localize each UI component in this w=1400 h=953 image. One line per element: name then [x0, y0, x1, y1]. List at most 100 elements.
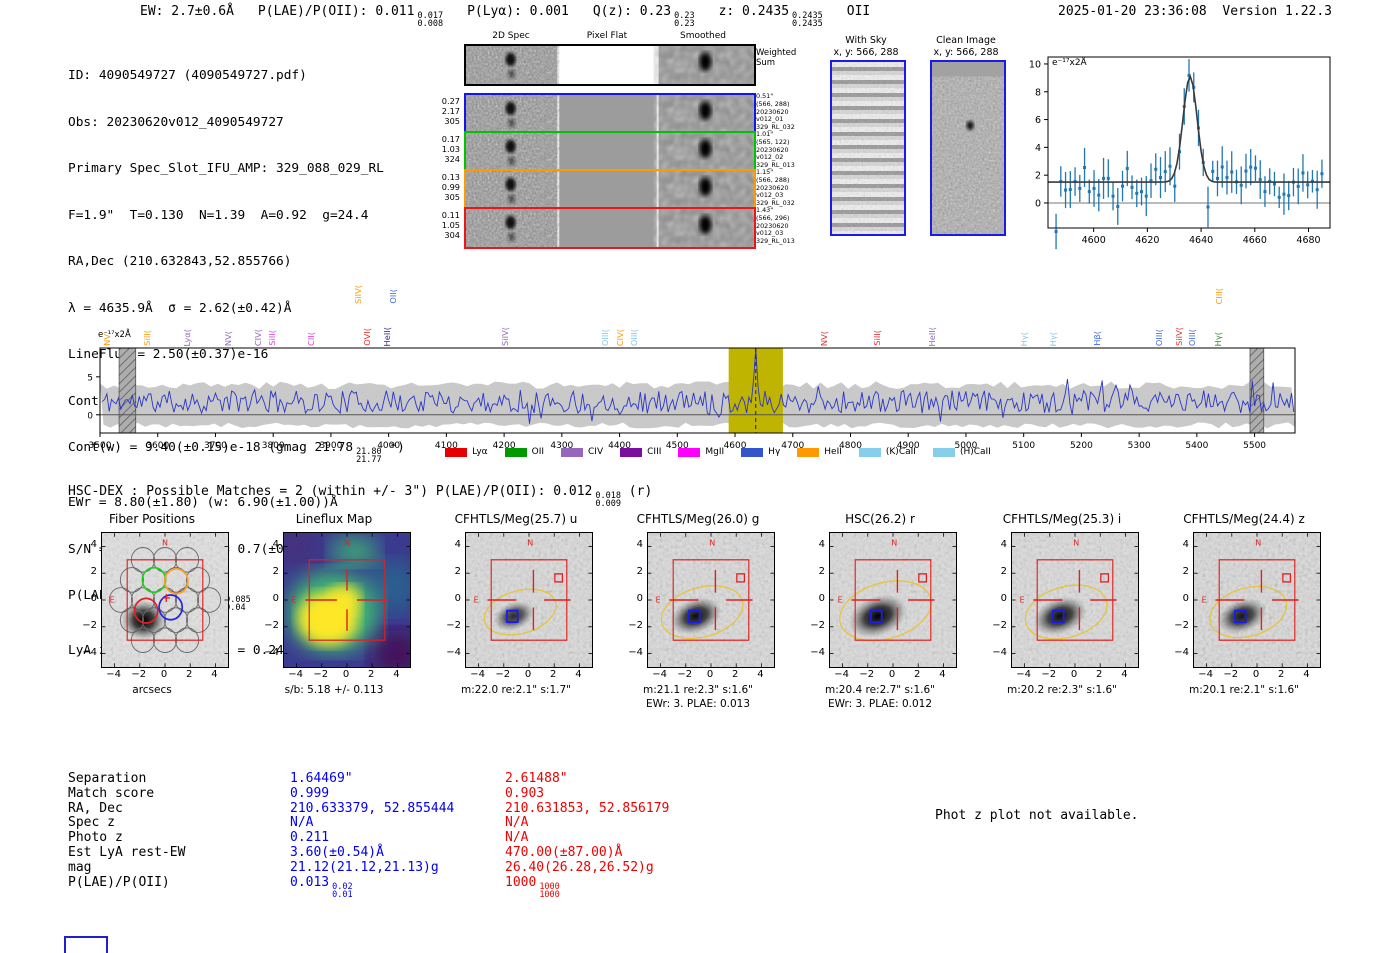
svg-text:N: N [344, 539, 350, 548]
photz-note: Phot z plot not available. [935, 808, 1139, 823]
legend-label: CIII [647, 447, 662, 457]
cutout-r-band: HSC(26.2) r NE m:20.4 re:2.7" s:1.6" EWr… [805, 512, 957, 716]
ew-value: EW: 2.7±0.6Å [140, 4, 234, 19]
legend-label: (H)CaII [959, 447, 991, 457]
x-axis-tick-label: 2 [550, 669, 557, 680]
spectrum-legend: Lyα OII CIV CIII MgII Hγ HeII (K)CaII (H)CaII [88, 447, 1348, 457]
x-axis-tick-label: −4 [834, 669, 849, 680]
gmag-sub: 21.77 [356, 455, 382, 465]
with-sky-title: With Sky x, y: 566, 288 [833, 35, 899, 58]
match1-value: N/A [290, 815, 314, 831]
x-axis-tick-label: 3800 [262, 441, 285, 451]
fiber-row-weights: 0.17 1.03 324 [441, 134, 460, 164]
qz-text: Q(z): 0.23 [592, 4, 672, 19]
x-axis-tick-label: 4900 [897, 441, 920, 451]
match1-value: 0.013 0.02 0.01 [290, 874, 505, 900]
match2-value: 470.00(±87.00)Å [505, 844, 623, 860]
r-band-image: NE [830, 533, 956, 667]
x-axis-tick-label: −2 [131, 669, 147, 680]
x-axis-tick-label: −4 [106, 669, 121, 680]
spectral-line-label: SiIV( [353, 285, 364, 304]
x-axis-tick-label: 4400 [608, 441, 631, 451]
match-table: Separation 1.64469" 2.61488" Match score 0.… [68, 771, 669, 900]
x-axis-tick-label: 4 [1121, 669, 1128, 680]
info-line: Obs: 20230620v012_4090549727 [68, 114, 284, 130]
hsc-dex-text: HSC-DEX : Possible Matches = 2 (within +… [68, 484, 593, 499]
x-axis-tick-label: 3600 [146, 441, 169, 451]
cutout-title: CFHTLS/Meg(25.3) i [1002, 512, 1122, 526]
hsc-dex-uncertainty: 0.018 0.009 [595, 491, 621, 509]
legend-label: HeII [824, 447, 842, 457]
classification-label: OII [846, 4, 871, 19]
y-axis-tick-label: 0 [1000, 593, 1007, 604]
x-axis-tick-label: 4 [393, 669, 400, 680]
svg-text:E: E [1020, 595, 1025, 604]
report-timestamp: 2025-01-20 23:36:08 Version 1.22.3 [1058, 4, 1332, 19]
x-axis-tick-label: 4620 [1135, 235, 1159, 246]
match1-plae-uncertainty: 0.02 0.01 [332, 881, 353, 900]
svg-text:E: E [1202, 595, 1207, 604]
y-axis-tick-label: 2 [636, 566, 643, 578]
match1-value: 3.60(±0.54)Å [290, 844, 384, 860]
info-line: LineFlux = 2.50(±0.37)e-16 [68, 347, 269, 362]
y-axis-tick-label: 2 [272, 566, 279, 578]
y-axis-tick-label: 2 [1182, 566, 1189, 578]
hsc-dex-sup: 0.018 [595, 491, 621, 501]
info-line: EWr = 8.80(±1.80) (w: 6.90(±1.00))Å [68, 495, 338, 510]
cutout-title: CFHTLS/Meg(24.4) z [1183, 512, 1305, 526]
corner-artifact-box [64, 936, 108, 953]
match1-value: 210.633379, 52.855444 [290, 800, 455, 816]
table-row: P(LAE)/P(OII) 0.013 0.02 0.01 1000 1000 1000 [68, 874, 669, 900]
y-axis-tick-label: 0 [88, 411, 93, 421]
x-axis-tick-label: 4100 [435, 441, 458, 451]
y-axis-tick-label: −4 [82, 646, 97, 658]
legend-swatch [445, 447, 468, 457]
y-axis-tick-label: 5 [88, 373, 93, 383]
y-axis-tick-label: 4 [272, 539, 279, 551]
clean-image [930, 60, 1006, 236]
y-axis-tick-label: 0 [636, 593, 643, 604]
y-axis-tick-label: 2 [454, 566, 461, 578]
fiber-strip-3 [464, 169, 756, 211]
svg-text:E: E [656, 595, 661, 604]
svg-text:E: E [838, 595, 843, 604]
legend-item: HeII [797, 447, 842, 457]
fiber-row-weights: 0.11 1.05 304 [441, 210, 460, 240]
y-axis-tick-label: 2 [90, 566, 97, 578]
x-axis-tick-label: 0 [1070, 669, 1078, 680]
plae-uncertainty: 0.017 0.008 [417, 12, 443, 29]
weighted-sum-strip [464, 44, 756, 86]
x-axis-tick-label: 3900 [319, 441, 342, 451]
svg-text:E: E [110, 595, 115, 604]
fitplot-flux-units-label: e⁻¹⁷x2Å [1052, 58, 1087, 68]
legend-item: Hγ [741, 447, 780, 457]
lineflux-map-image: NE [284, 533, 410, 667]
legend-label: MgII [705, 447, 725, 457]
z-sup: 0.2435 [792, 11, 823, 21]
plya-value: P(Lyα): 0.001 [467, 4, 569, 19]
cutout-lineflux-map: Lineflux Map NE s/b: 5.18 +/- 0.113 420−… [259, 512, 411, 716]
x-axis-tick-label: 0 [524, 669, 532, 680]
y-axis-tick-label: −2 [1174, 619, 1189, 631]
table-row: Photo z 0.211 N/A [68, 830, 669, 846]
plae-text: P(LAE)/P(OII): 0.011 [257, 4, 415, 19]
qz-sup: 0.23 [674, 11, 695, 21]
x-axis-tick-label: −4 [288, 669, 303, 680]
y-axis-tick-label: 4 [454, 539, 461, 551]
cutout-caption: m:20.4 re:2.7" s:1.6" [825, 684, 935, 696]
info-line: λ = 4635.9Å σ = 2.62(±0.42)Å [68, 300, 292, 316]
x-axis-tick-label: 4300 [550, 441, 573, 451]
x-axis-tick-label: 0 [888, 669, 896, 680]
match1-plae: 0.013 [290, 874, 330, 890]
y-axis-tick-label: −2 [446, 619, 461, 631]
gmag-uncertainty: 21.80 21.77 [356, 448, 382, 465]
spectral-line-labels: NV SiII(Lyα(NV(CIV(SiII(CII(SiIV(OVI(HeII… [88, 258, 1348, 348]
weighted-sum-label: Weighted Sum [756, 48, 796, 68]
fiber-row-info: 1.15" (566, 288) 20230620 v012_03 329_RL_032 [756, 168, 795, 208]
x-axis-tick-label: 2 [1096, 669, 1103, 680]
u-band-image: NE [466, 533, 592, 667]
x-axis-tick-label: 2 [732, 669, 739, 680]
y-axis-tick-label: 0 [1182, 593, 1189, 604]
x-axis-tick-label: −2 [677, 669, 693, 680]
